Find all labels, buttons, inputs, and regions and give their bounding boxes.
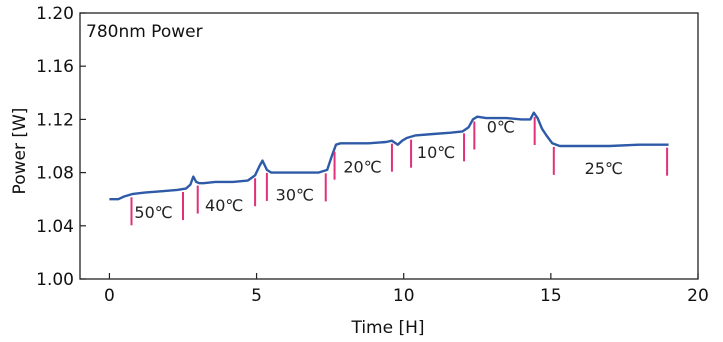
y-tick-label: 1.00 [36,270,74,290]
temperature-label: 0℃ [487,118,515,137]
x-tick-label: 5 [251,286,262,306]
y-axis-label: Power [W] [10,108,30,195]
x-tick-label: 20 [687,286,709,306]
y-tick-label: 1.12 [36,110,74,130]
y-tick-label: 1.08 [36,164,74,184]
x-tick-label: 0 [104,286,115,306]
x-tick-label: 15 [540,286,562,306]
temperature-label: 40℃ [205,196,243,215]
x-axis-label: Time [H] [350,318,424,338]
y-tick-label: 1.16 [36,57,74,77]
labels: 780nm Power Time [H] Power [W] 0 5 10 15 20 1… [10,4,709,338]
temperature-label: 25℃ [585,159,623,178]
temperature-label: 10℃ [417,143,455,162]
plot-area [109,111,669,226]
y-tick-label: 1.20 [36,4,74,24]
temperature-label: 20℃ [343,158,381,177]
temperature-label: 30℃ [276,186,314,205]
temperature-label: 50℃ [134,203,172,222]
chart-title: 780nm Power [86,22,203,42]
y-tick-label: 1.04 [36,217,74,237]
axes [79,12,699,280]
power-series-line [109,111,669,201]
plot-frame [79,12,699,280]
x-tick-label: 10 [393,286,415,306]
